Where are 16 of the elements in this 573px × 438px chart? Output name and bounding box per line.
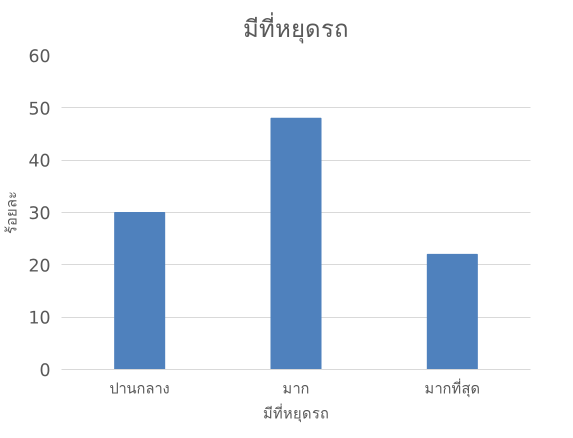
bar (426, 254, 478, 370)
x-axis-title: มีที่หยุดรถ (263, 404, 329, 422)
y-tick-label: 30 (28, 204, 51, 224)
y-tick-label: 10 (28, 308, 51, 329)
y-tick-label: 20 (28, 256, 51, 276)
y-tick-label: 60 (28, 47, 51, 67)
x-tick-label: มากที่สุด (424, 378, 480, 398)
y-tick-label: 0 (39, 361, 51, 381)
x-tick-label: มาก (282, 380, 310, 398)
x-tick-label: ปานกลาง (110, 380, 170, 398)
bar (270, 118, 322, 370)
y-tick-label: 50 (28, 99, 51, 120)
bar (114, 212, 166, 370)
y-tick-label: 40 (28, 152, 51, 172)
chart-title: มีที่หยุดรถ (243, 12, 349, 44)
y-axis-title: ร้อยละ (3, 191, 20, 234)
